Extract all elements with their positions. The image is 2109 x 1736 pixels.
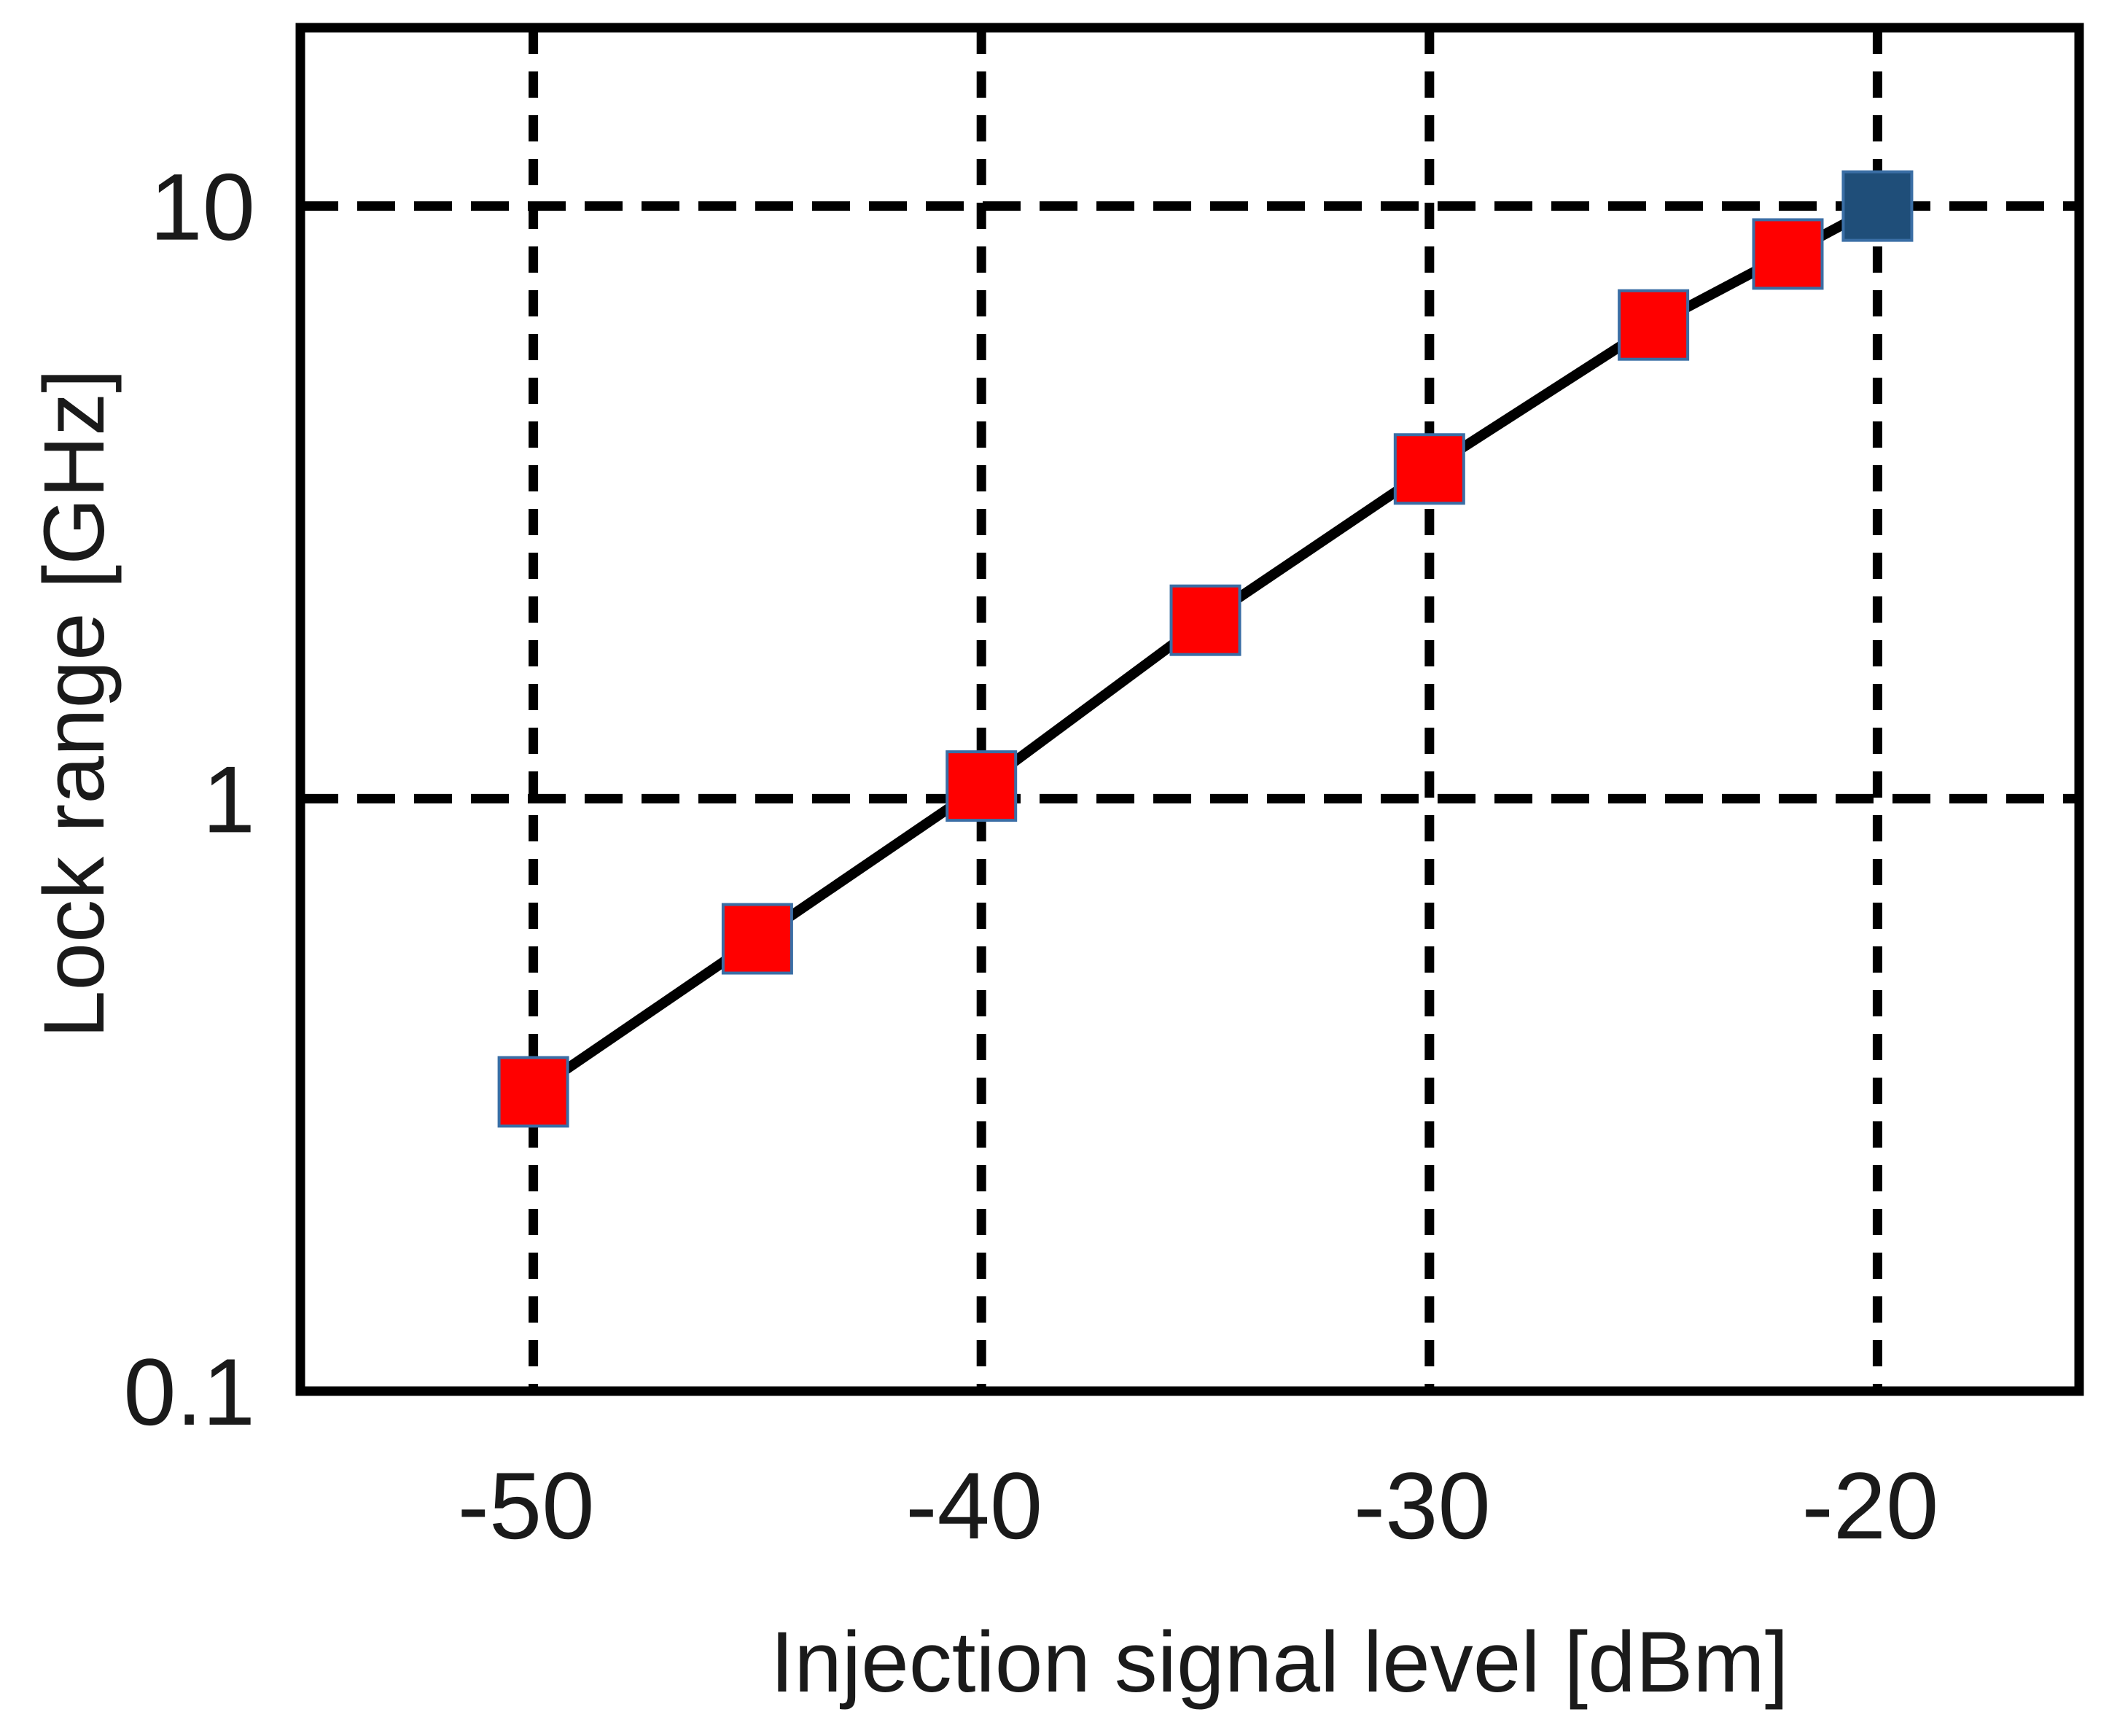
y-axis-title: Lock range [GHz] bbox=[26, 369, 122, 1038]
grid-lines bbox=[300, 28, 2079, 1391]
data-point-marker bbox=[497, 1056, 569, 1128]
data-point-marker bbox=[946, 750, 1018, 822]
y-tick-label: 10 bbox=[149, 154, 255, 260]
data-point-marker bbox=[1393, 433, 1465, 505]
y-tick-label: 0.1 bbox=[123, 1339, 255, 1445]
tick-labels: -50 -40 -30 -20 0.1 1 10 bbox=[123, 154, 1938, 1559]
x-tick-label: -50 bbox=[458, 1452, 595, 1559]
data-point-marker bbox=[721, 903, 793, 975]
x-tick-label: -30 bbox=[1354, 1452, 1491, 1559]
plot-frame bbox=[295, 23, 2084, 1396]
x-axis-title: Injection signal level [dBm] bbox=[770, 1614, 1788, 1710]
data-point-marker bbox=[1169, 584, 1241, 656]
data-point-marker bbox=[1618, 289, 1690, 361]
data-point-marker bbox=[1752, 218, 1824, 290]
data-point-marker bbox=[1841, 170, 1914, 242]
y-tick-label: 1 bbox=[203, 746, 255, 852]
x-tick-label: -20 bbox=[1801, 1452, 1938, 1559]
data-series bbox=[497, 170, 1914, 1128]
x-tick-label: -40 bbox=[905, 1452, 1042, 1559]
